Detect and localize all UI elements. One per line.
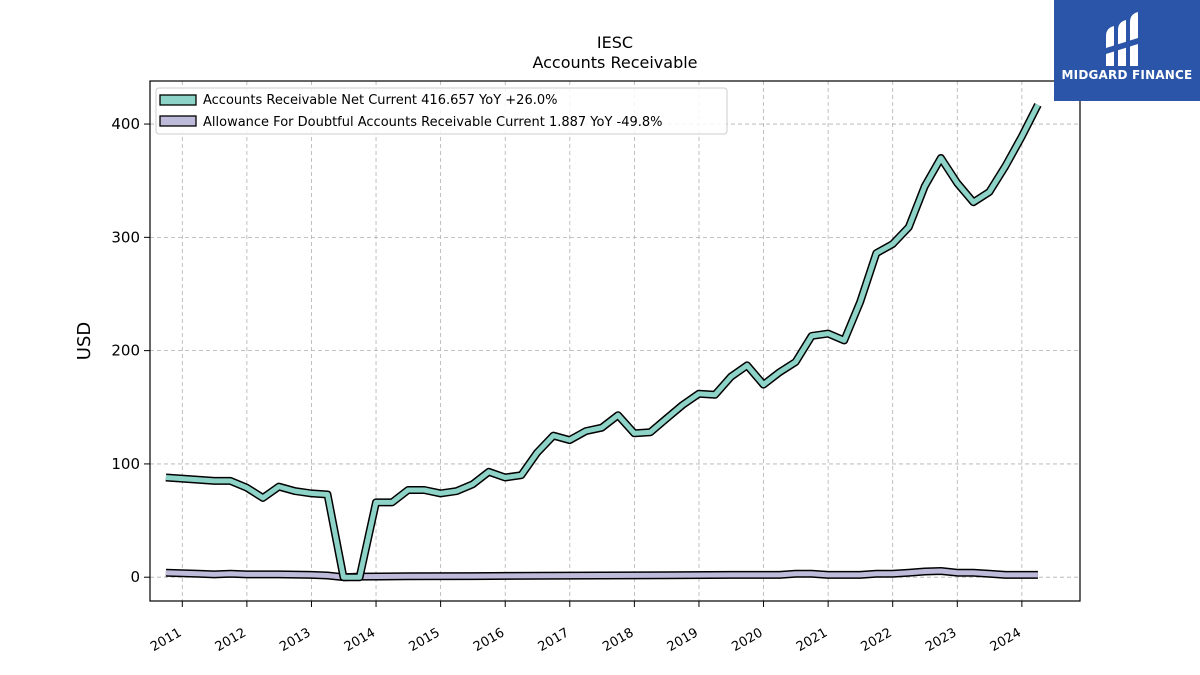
y-tick-label: 400 [111,115,140,133]
x-tick-label: 2023 [923,625,959,655]
series-receivable-net-current [165,102,1042,582]
series-allowance-doubtful-accounts [165,567,1038,582]
x-tick-label: 2021 [794,625,830,655]
midgard-logo-icon [1106,12,1138,66]
x-tick-label: 2012 [213,625,249,655]
x-tick-label: 2011 [148,625,184,655]
x-tick-label: 2019 [665,625,701,655]
y-axis-label: USD [74,322,95,360]
legend-swatch-receivable [159,94,197,106]
x-tick-label: 2022 [859,625,895,655]
legend-frame [155,87,728,135]
plot-frame [149,80,1081,602]
x-tick-label: 2013 [277,625,313,655]
y-tick-label: 300 [111,228,140,246]
legend-entry-allowance: Allowance For Doubtful Accounts Receivab… [203,115,663,130]
x-tick-label: 2017 [536,625,572,655]
series-receivable-net-current-line [165,103,1041,580]
y-tick-label: 0 [130,568,140,586]
x-tick-label: 2015 [406,625,442,655]
legend-entry-receivable: Accounts Receivable Net Current 416.657 … [203,93,558,108]
legend: Accounts Receivable Net Current 416.657 … [155,87,728,135]
x-tick-label: 2016 [471,625,507,655]
y-tick-label: 100 [111,455,140,473]
series-receivable-net-current-outline [165,102,1042,582]
chart-subtitle: Accounts Receivable [532,53,697,72]
x-tick-label: 2020 [729,625,765,655]
x-tick-label: 2024 [988,625,1024,655]
x-tick-label: 2014 [342,625,378,655]
series-allowance-doubtful-accounts-line [165,568,1038,580]
x-tick-label: 2018 [600,625,636,655]
chart-title: IESC [597,33,633,52]
brand-logo: MIDGARD FINANCE [1054,0,1200,101]
brand-name: MIDGARD FINANCE [1061,68,1193,82]
legend-swatch-allowance [159,115,197,127]
y-tick-label: 200 [111,342,140,360]
